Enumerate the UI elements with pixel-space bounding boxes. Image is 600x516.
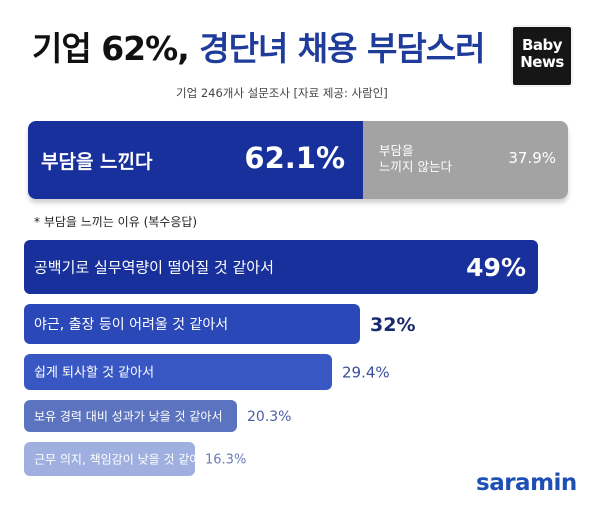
reason-bar <box>24 240 538 294</box>
reason-value: 16.3% <box>205 453 246 468</box>
burden-no-segment: 부담을 느끼지 않는다 37.9% <box>363 121 568 199</box>
reason-bar-row: 쉽게 퇴사할 것 같아서 29.4% <box>24 354 390 390</box>
reason-label: 공백기로 실무역량이 떨어질 것 같아서 <box>34 258 274 276</box>
reason-value: 32% <box>370 314 415 336</box>
reason-label: 쉽게 퇴사할 것 같아서 <box>34 366 154 381</box>
logo-line-2: News <box>520 53 564 71</box>
burden-yes-segment: 부담을 느낀다 62.1% <box>28 121 363 199</box>
reason-bar-row: 야근, 출장 등이 어려울 것 같아서 32% <box>24 304 415 344</box>
burden-yes-value: 62.1% <box>244 141 345 175</box>
reason-bar <box>24 354 332 390</box>
reason-value: 20.3% <box>247 409 291 425</box>
reason-bar-row: 공백기로 실무역량이 떨어질 것 같아서 49% <box>24 240 538 294</box>
burden-yes-label: 부담을 느낀다 <box>41 151 153 173</box>
reason-bar <box>24 304 360 344</box>
burden-split-bar: 부담을 느낀다 62.1% 부담을 느끼지 않는다 37.9% <box>28 121 568 199</box>
reason-bar <box>24 400 237 432</box>
burden-no-label: 부담을 느끼지 않는다 <box>379 143 452 174</box>
survey-subtitle: 기업 246개사 설문조사 [자료 제공: 사람인] <box>176 86 388 100</box>
burden-no-value: 37.9% <box>508 149 556 167</box>
reasons-note: * 부담을 느끼는 이유 (복수응답) <box>34 215 198 229</box>
reason-label: 보유 경력 대비 성과가 낮을 것 같아서 <box>34 409 223 423</box>
saramin-logo: saramin <box>476 470 577 496</box>
reason-label: 야근, 출장 등이 어려울 것 같아서 <box>34 317 228 333</box>
reason-value: 29.4% <box>342 363 390 381</box>
babynews-logo: Baby News <box>513 27 571 85</box>
reason-bar-row: 보유 경력 대비 성과가 낮을 것 같아서 20.3% <box>24 400 291 432</box>
title-prefix: 기업 62%, <box>32 29 200 68</box>
logo-line-1: Baby <box>521 36 563 54</box>
title-highlight: 경단녀 채용 부담스러 <box>199 29 485 68</box>
reasons-bar-chart: 공백기로 실무역량이 떨어질 것 같아서 49% 야근, 출장 등이 어려울 것 같… <box>24 240 538 476</box>
page-title: 기업 62%, 경단녀 채용 부담스러 <box>32 22 552 70</box>
reason-value: 49% <box>466 253 526 282</box>
reason-label: 근무 의지, 책임감이 낮을 것 같아서 <box>34 451 211 466</box>
reason-bar <box>24 442 195 476</box>
